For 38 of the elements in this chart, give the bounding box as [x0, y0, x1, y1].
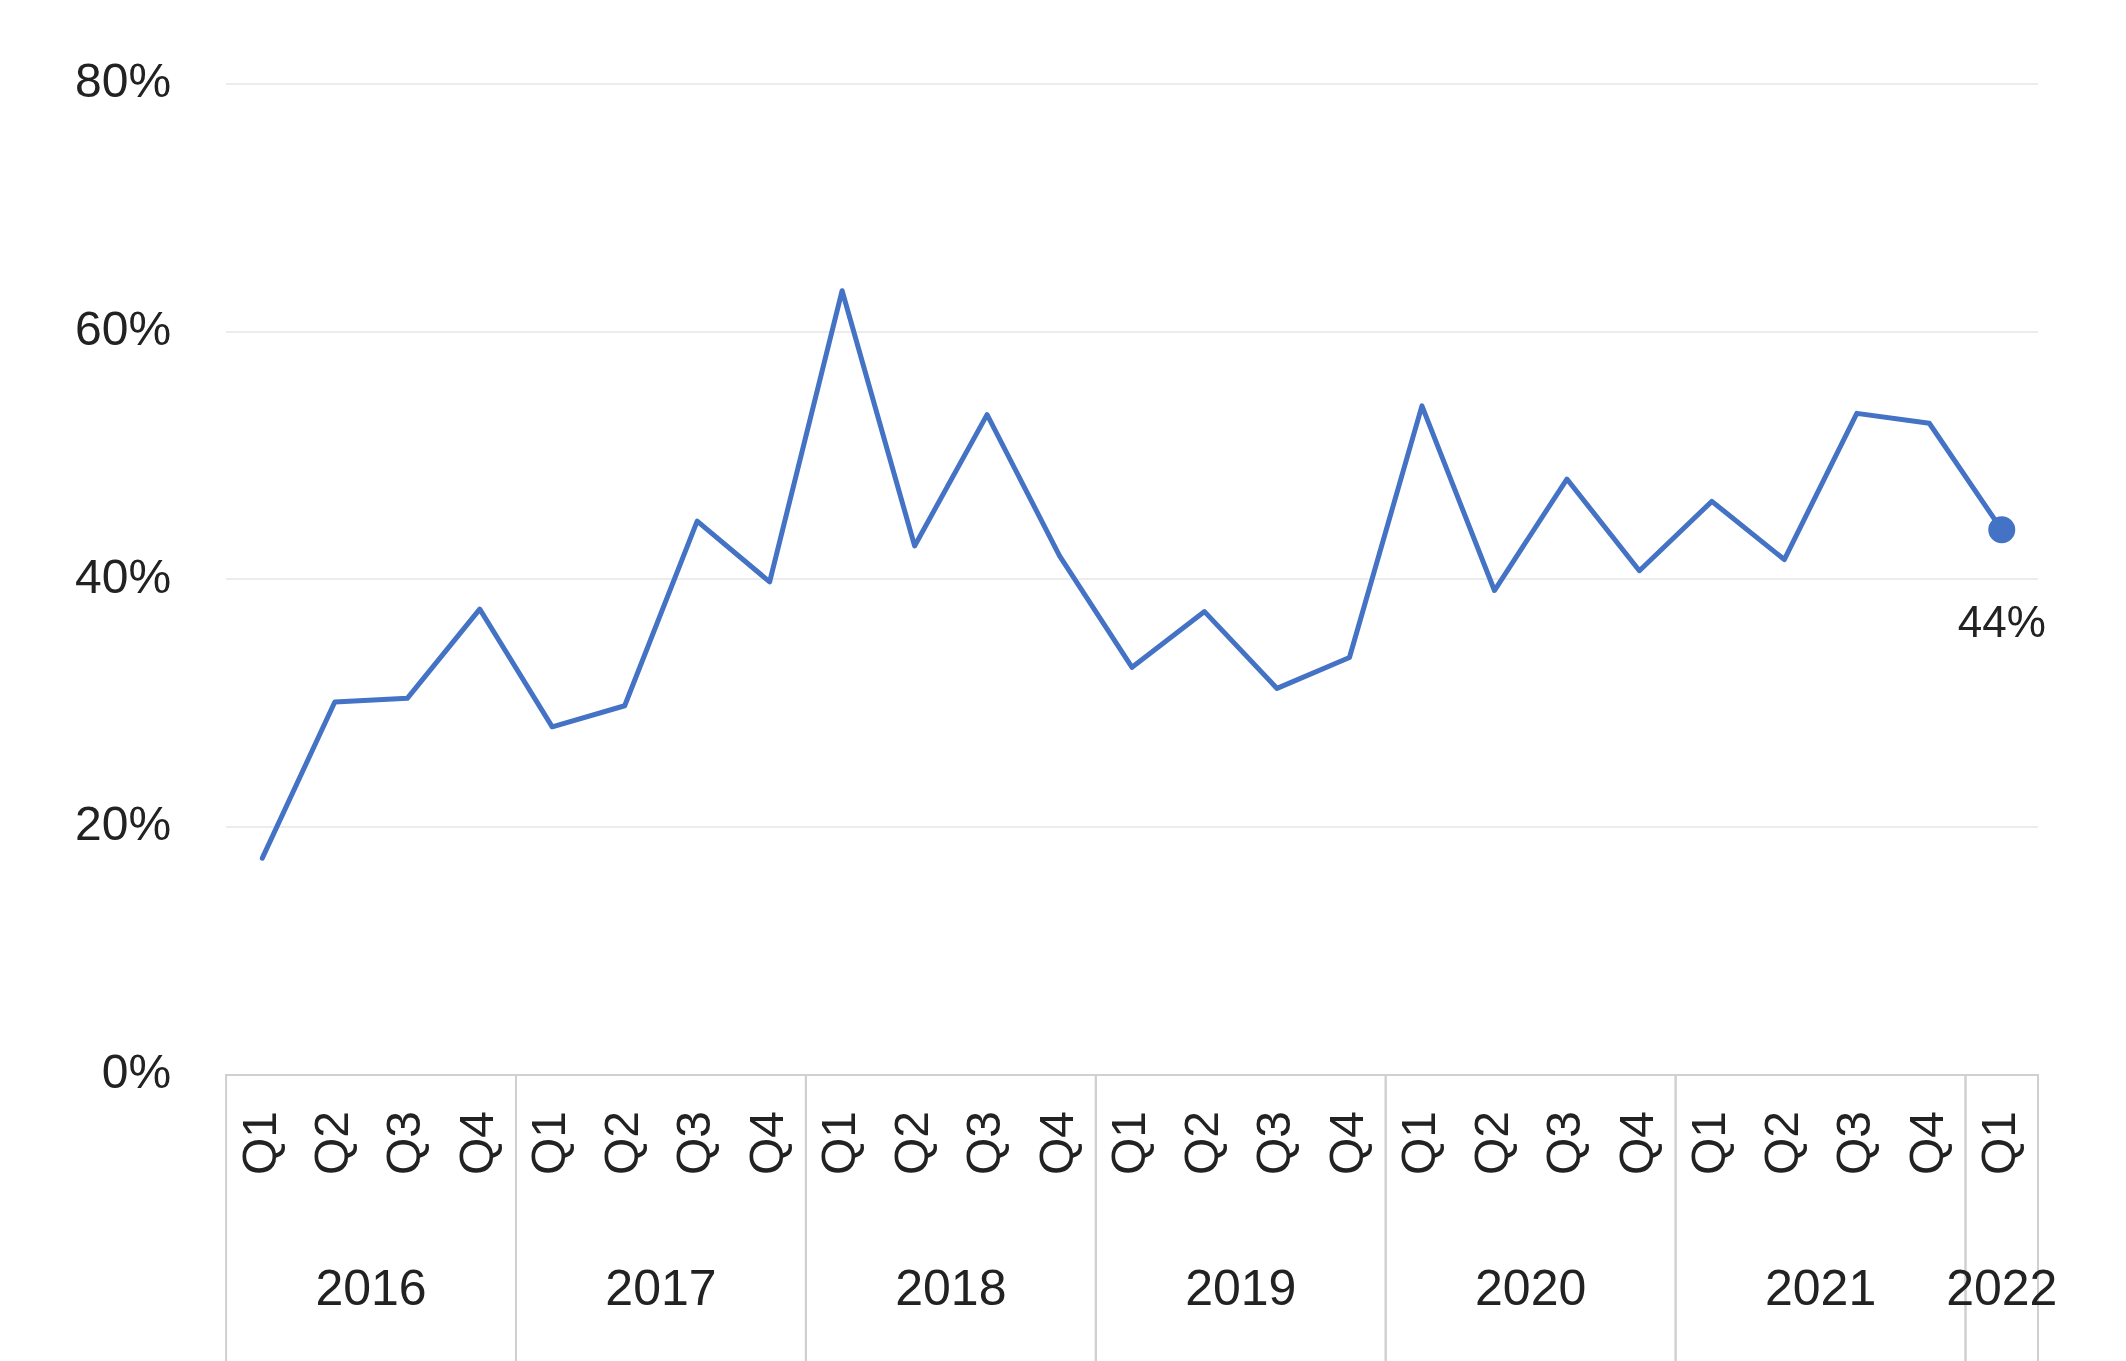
text: 2019 — [1185, 1260, 1297, 1316]
x-tick-label: Q1 — [812, 1110, 866, 1175]
x-tick-label: Q4 — [449, 1110, 503, 1175]
x-tick-label: Q1 — [1392, 1110, 1446, 1175]
x-tick-label: Q2 — [884, 1110, 938, 1175]
x-tick-label: Q1 — [522, 1110, 576, 1175]
text: 2021 — [1764, 1260, 1877, 1316]
x-tick-label: Q2 — [1174, 1110, 1228, 1175]
x-tick-label: Q3 — [377, 1110, 431, 1175]
x-tick-label: Q2 — [1754, 1110, 1808, 1175]
x-tick-label: Q3 — [1827, 1110, 1881, 1175]
text: 2016 — [315, 1260, 427, 1316]
text: 2017 — [605, 1260, 717, 1316]
x-tick-label: Q1 — [1102, 1110, 1156, 1175]
x-tick-label: Q4 — [1029, 1110, 1083, 1175]
x-tick-label: Q4 — [1899, 1110, 1953, 1175]
text: 2020 — [1475, 1260, 1587, 1316]
x-tick-label: Q2 — [1464, 1110, 1518, 1175]
y-tick-label: 60% — [74, 301, 172, 355]
text: 2022 — [1946, 1260, 2058, 1316]
x-tick-label: Q1 — [232, 1110, 286, 1175]
x-tick-label: Q3 — [1247, 1110, 1301, 1175]
x-tick-label: Q4 — [739, 1110, 793, 1175]
x-tick-label: Q2 — [594, 1110, 648, 1175]
x-tick-label: Q2 — [305, 1110, 359, 1175]
x-tick-label: Q4 — [1319, 1110, 1373, 1175]
y-tick-label: 80% — [74, 54, 172, 108]
y-tick-label: 20% — [74, 797, 172, 851]
y-tick-label: 0% — [101, 1045, 172, 1099]
y-tick-label: 40% — [74, 549, 172, 603]
x-tick-label: Q3 — [957, 1110, 1011, 1175]
x-tick-label: Q3 — [667, 1110, 721, 1175]
x-tick-label: Q3 — [1537, 1110, 1591, 1175]
text: 2018 — [895, 1260, 1007, 1316]
x-tick-label: Q1 — [1972, 1110, 2025, 1175]
x-tick-label: Q1 — [1682, 1110, 1736, 1175]
data-label: 44% — [1957, 596, 2046, 646]
x-tick-label: Q4 — [1609, 1110, 1663, 1175]
